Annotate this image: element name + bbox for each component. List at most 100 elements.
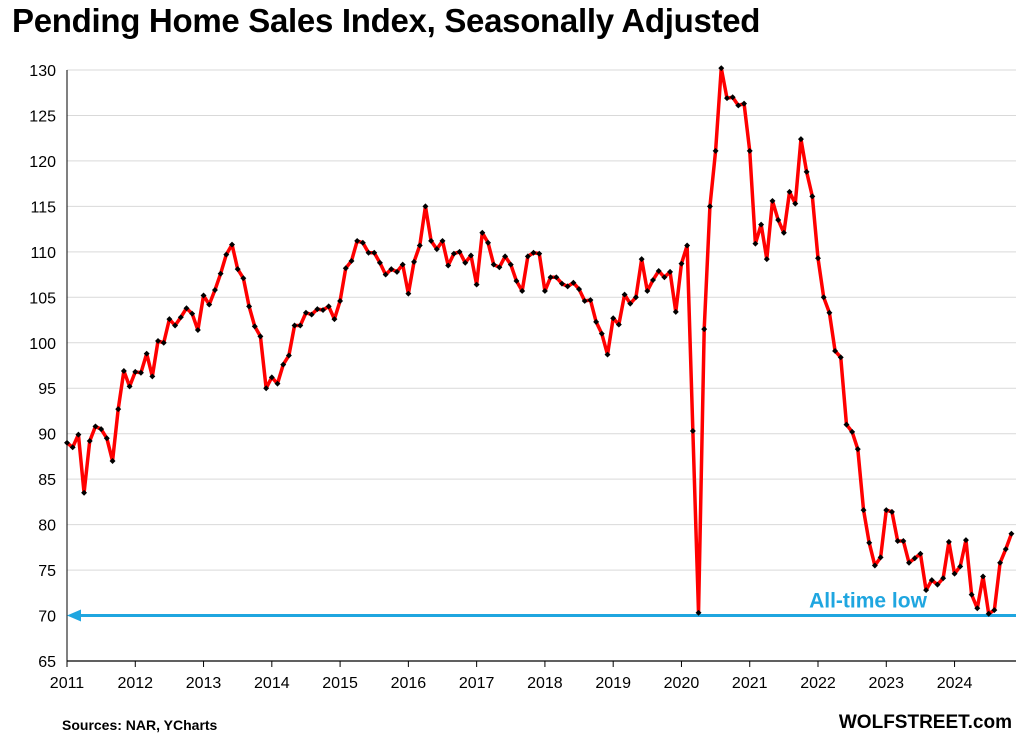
data-point bbox=[667, 268, 674, 275]
data-point bbox=[359, 239, 366, 246]
data-point bbox=[923, 587, 930, 594]
data-point bbox=[962, 537, 969, 544]
data-point bbox=[997, 559, 1004, 566]
series-line-path bbox=[65, 66, 1014, 616]
y-tick-label: 75 bbox=[38, 563, 56, 580]
data-point bbox=[143, 350, 150, 357]
data-point bbox=[701, 326, 708, 333]
x-tick-label: 2016 bbox=[391, 675, 427, 692]
data-point bbox=[689, 427, 696, 434]
y-tick-label: 65 bbox=[38, 654, 56, 671]
data-point bbox=[177, 314, 184, 321]
data-point bbox=[166, 316, 173, 323]
data-point bbox=[496, 264, 503, 271]
data-point bbox=[883, 507, 890, 514]
data-point bbox=[160, 339, 167, 346]
data-point bbox=[672, 308, 679, 315]
data-point bbox=[137, 369, 144, 376]
data-point bbox=[860, 507, 867, 514]
data-point bbox=[877, 554, 884, 561]
data-point bbox=[513, 277, 520, 284]
data-point bbox=[888, 508, 895, 515]
data-point bbox=[1002, 546, 1009, 553]
data-point bbox=[598, 330, 605, 337]
data-point bbox=[308, 311, 315, 318]
data-point bbox=[337, 297, 344, 304]
axes bbox=[66, 70, 1016, 667]
data-point bbox=[917, 550, 924, 557]
y-tick-label: 125 bbox=[29, 108, 56, 125]
data-point bbox=[928, 577, 935, 584]
data-point bbox=[559, 280, 565, 287]
data-point bbox=[388, 266, 395, 273]
x-tick-label: 2013 bbox=[186, 675, 222, 692]
chart-title: Pending Home Sales Index, Seasonally Adj… bbox=[12, 2, 761, 39]
x-tick-label: 2012 bbox=[117, 675, 153, 692]
data-point bbox=[871, 562, 878, 569]
site-credit: WOLFSTREET.com bbox=[838, 712, 1012, 733]
data-point bbox=[302, 309, 309, 316]
data-point bbox=[371, 249, 378, 256]
data-point bbox=[376, 259, 383, 266]
data-point bbox=[849, 428, 856, 435]
data-point bbox=[320, 307, 326, 314]
data-point bbox=[348, 257, 355, 264]
data-point bbox=[621, 291, 628, 298]
y-tick-labels: 65 70 75 80 85 90 95 100 105 110 115 120 125 130 bbox=[29, 63, 56, 671]
data-point bbox=[132, 368, 139, 375]
x-tick-label: 2018 bbox=[527, 675, 563, 692]
source-note: Sources: NAR, YCharts bbox=[62, 717, 218, 733]
y-tick-label: 110 bbox=[30, 245, 56, 262]
data-point bbox=[365, 249, 372, 256]
data-point bbox=[285, 352, 292, 359]
data-point bbox=[945, 538, 952, 545]
data-point bbox=[985, 610, 992, 617]
x-tick-label: 2021 bbox=[732, 675, 768, 692]
x-tick-label: 2019 bbox=[595, 675, 631, 692]
data-point bbox=[980, 573, 986, 580]
data-point bbox=[576, 286, 583, 293]
data-point bbox=[473, 281, 480, 288]
x-tick-label: 2014 bbox=[254, 675, 290, 692]
data-point bbox=[894, 538, 901, 544]
data-point bbox=[240, 275, 247, 282]
data-point bbox=[815, 255, 821, 262]
x-tick-label: 2023 bbox=[868, 675, 904, 692]
x-tick-labels: 2011 2012 2013 2014 2015 2016 2017 2018 2019 2020… bbox=[50, 675, 973, 692]
data-point bbox=[581, 297, 588, 304]
data-point bbox=[297, 322, 304, 329]
data-point bbox=[951, 570, 958, 577]
data-point bbox=[854, 446, 861, 453]
data-point bbox=[940, 575, 947, 582]
data-point bbox=[445, 262, 452, 269]
data-point bbox=[564, 283, 571, 290]
data-point bbox=[627, 300, 634, 307]
data-point bbox=[172, 322, 179, 329]
data-point bbox=[587, 297, 594, 304]
data-point bbox=[485, 239, 492, 246]
y-tick-label: 90 bbox=[38, 427, 56, 444]
data-point bbox=[211, 287, 218, 294]
data-point bbox=[126, 383, 133, 390]
data-point bbox=[331, 316, 338, 323]
y-tick-label: 80 bbox=[38, 518, 56, 535]
data-point bbox=[1008, 530, 1015, 537]
data-point bbox=[974, 605, 981, 612]
data-point bbox=[991, 607, 998, 614]
data-point bbox=[81, 489, 88, 496]
data-point bbox=[968, 591, 975, 598]
data-point bbox=[866, 539, 873, 546]
data-point bbox=[911, 555, 918, 562]
x-tick-label: 2020 bbox=[664, 675, 700, 692]
data-point bbox=[900, 538, 907, 544]
data-point bbox=[411, 258, 418, 265]
y-tick-label: 100 bbox=[29, 336, 56, 353]
series-line bbox=[65, 66, 1014, 616]
data-point bbox=[843, 421, 850, 428]
data-point bbox=[251, 323, 258, 330]
y-tick-label: 70 bbox=[38, 609, 56, 626]
gridlines bbox=[67, 69, 1016, 617]
data-point bbox=[644, 287, 651, 294]
y-tick-label: 95 bbox=[38, 381, 56, 398]
data-point bbox=[632, 294, 639, 301]
